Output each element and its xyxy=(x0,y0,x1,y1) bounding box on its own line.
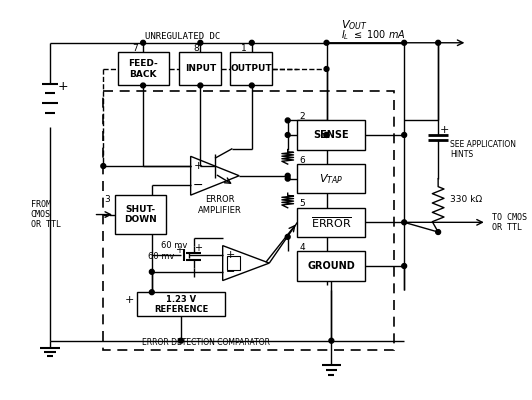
Circle shape xyxy=(101,164,106,168)
Circle shape xyxy=(402,40,406,45)
Circle shape xyxy=(402,264,406,268)
Bar xyxy=(115,195,167,234)
Text: +: + xyxy=(125,295,134,305)
Text: INPUT: INPUT xyxy=(185,64,216,74)
Circle shape xyxy=(250,83,254,88)
Text: 7: 7 xyxy=(132,44,138,53)
Circle shape xyxy=(436,40,440,45)
Bar xyxy=(297,120,365,150)
Circle shape xyxy=(198,83,203,88)
Text: GROUND: GROUND xyxy=(307,261,355,271)
Circle shape xyxy=(402,132,406,137)
Circle shape xyxy=(149,269,154,274)
Bar xyxy=(137,292,225,316)
Bar xyxy=(230,52,272,86)
Text: 60 mv: 60 mv xyxy=(161,241,187,250)
Text: ERROR DETECTION COMPARATOR: ERROR DETECTION COMPARATOR xyxy=(142,338,270,347)
Text: ERROR
AMPLIFIER: ERROR AMPLIFIER xyxy=(198,195,242,214)
Bar xyxy=(103,91,394,350)
Circle shape xyxy=(329,338,334,343)
Text: UNREGULATED DC: UNREGULATED DC xyxy=(145,32,220,42)
Text: $V_{TAP}$: $V_{TAP}$ xyxy=(319,172,344,186)
Bar xyxy=(297,252,365,280)
Text: SEE APPLICATION
HINTS: SEE APPLICATION HINTS xyxy=(450,140,516,159)
Circle shape xyxy=(402,220,406,225)
Circle shape xyxy=(198,40,203,45)
Text: FROM
CMOS
OR TTL: FROM CMOS OR TTL xyxy=(30,200,61,230)
Text: 2: 2 xyxy=(300,112,305,121)
Circle shape xyxy=(324,132,329,137)
Text: 1: 1 xyxy=(241,44,247,53)
Text: $V_{OUT}$: $V_{OUT}$ xyxy=(341,18,368,32)
Text: SENSE: SENSE xyxy=(313,130,349,140)
Text: 60 mv: 60 mv xyxy=(148,252,174,261)
Text: FEED-
BACK: FEED- BACK xyxy=(128,59,158,79)
Text: TO CMOS
OR TTL: TO CMOS OR TTL xyxy=(492,213,527,232)
Text: 3: 3 xyxy=(104,196,110,204)
Circle shape xyxy=(140,83,146,88)
Circle shape xyxy=(285,173,290,178)
Text: +: + xyxy=(440,125,450,135)
Circle shape xyxy=(436,230,440,234)
Text: 1.23 V
REFERENCE: 1.23 V REFERENCE xyxy=(154,295,208,314)
Text: 8: 8 xyxy=(194,44,200,53)
Circle shape xyxy=(149,290,154,295)
Circle shape xyxy=(285,118,290,123)
Text: 6: 6 xyxy=(300,156,305,165)
Text: +: + xyxy=(194,242,202,252)
Text: SHUT-
DOWN: SHUT- DOWN xyxy=(124,205,157,224)
Bar xyxy=(179,52,221,86)
Text: +: + xyxy=(194,161,203,171)
Bar xyxy=(227,256,240,270)
Text: −: − xyxy=(193,179,204,192)
Bar xyxy=(297,208,365,237)
Text: 5: 5 xyxy=(300,199,305,208)
Text: $\overline{\rm ERROR}$: $\overline{\rm ERROR}$ xyxy=(311,215,352,230)
Text: +: + xyxy=(57,80,68,93)
Circle shape xyxy=(285,132,290,137)
Circle shape xyxy=(285,176,290,181)
Circle shape xyxy=(179,338,184,343)
Text: −: − xyxy=(226,267,235,277)
Bar xyxy=(297,164,365,193)
Text: $I_L\ \leq\ 100\ mA$: $I_L\ \leq\ 100\ mA$ xyxy=(341,28,405,42)
Circle shape xyxy=(250,40,254,45)
Circle shape xyxy=(324,66,329,71)
Bar xyxy=(118,52,169,86)
Circle shape xyxy=(324,40,329,45)
Text: +: + xyxy=(226,250,235,260)
Text: 4: 4 xyxy=(300,243,305,252)
Text: OUTPUT: OUTPUT xyxy=(231,64,272,74)
Text: 330 kΩ: 330 kΩ xyxy=(450,196,482,204)
Circle shape xyxy=(140,40,146,45)
Circle shape xyxy=(285,234,290,239)
Text: +: + xyxy=(175,246,183,256)
Circle shape xyxy=(324,132,329,137)
